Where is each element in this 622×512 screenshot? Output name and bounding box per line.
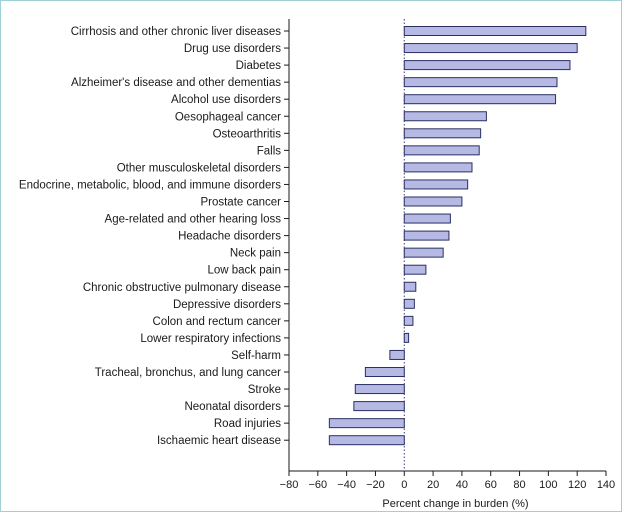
bar [403, 281, 417, 292]
category-label: Other musculoskeletal disorders [117, 162, 282, 174]
x-tick-label: −60 [308, 479, 327, 491]
category-label: Endocrine, metabolic, blood, and immune … [19, 179, 281, 191]
bar [403, 247, 444, 258]
category-label: Diabetes [236, 60, 282, 72]
x-tick-label: 80 [513, 479, 525, 491]
category-label: Self-harm [231, 350, 281, 362]
x-tick-label: 40 [456, 479, 468, 491]
bar [328, 435, 405, 446]
bar [403, 111, 487, 122]
bar [403, 26, 587, 36]
category-label: Cirrhosis and other chronic liver diseas… [71, 26, 282, 38]
x-tick-label: 60 [485, 479, 497, 491]
bar [354, 384, 405, 395]
category-label: Alcohol use disorders [171, 94, 281, 106]
bar [403, 179, 469, 190]
bar [403, 128, 482, 139]
category-label: Lower respiratory infections [140, 333, 281, 345]
x-tick-label: −80 [280, 479, 299, 491]
bar [403, 145, 480, 156]
bar [403, 94, 557, 105]
plot-area: Cirrhosis and other chronic liver diseas… [19, 19, 615, 510]
bar [403, 213, 451, 224]
category-label: Oesophageal cancer [175, 111, 281, 123]
category-label: Prostate cancer [200, 197, 281, 209]
bar [403, 60, 571, 71]
category-label: Colon and rectum cancer [153, 316, 282, 328]
bar [403, 230, 450, 241]
category-label: Road injuries [214, 418, 281, 430]
category-label: Neonatal disorders [184, 401, 281, 413]
category-label: Falls [257, 145, 282, 157]
category-label: Tracheal, bronchus, and lung cancer [95, 367, 281, 379]
bar [403, 298, 415, 309]
x-tick-label: 0 [401, 479, 407, 491]
bar [403, 43, 578, 54]
bar [328, 418, 405, 429]
category-label: Headache disorders [178, 231, 281, 243]
bar [389, 349, 405, 360]
category-label: Chronic obstructive pulmonary disease [83, 282, 281, 294]
bar [403, 315, 414, 326]
category-label: Alzheimer's disease and other dementias [71, 77, 281, 89]
x-tick-label: −20 [366, 479, 385, 491]
x-tick-label: 120 [568, 479, 586, 491]
category-label: Osteoarthritis [213, 128, 282, 140]
category-label: Age-related and other hearing loss [105, 214, 282, 226]
bar [364, 367, 405, 377]
bar [403, 196, 463, 207]
x-tick-label: −40 [337, 479, 356, 491]
category-label: Low back pain [207, 265, 281, 277]
bar [403, 332, 410, 343]
category-label: Drug use disorders [184, 43, 281, 55]
bar [403, 77, 558, 88]
bar [403, 264, 427, 275]
category-label: Depressive disorders [173, 299, 281, 311]
category-label: Stroke [248, 384, 281, 396]
x-tick-label: 100 [539, 479, 557, 491]
x-tick-label: 20 [427, 479, 439, 491]
x-axis-title: Percent change in burden (%) [382, 498, 528, 510]
x-tick-label: 140 [597, 479, 615, 491]
category-label: Neck pain [230, 248, 281, 260]
bar [353, 401, 405, 412]
bar [403, 162, 473, 173]
category-label: Ischaemic heart disease [157, 435, 281, 447]
